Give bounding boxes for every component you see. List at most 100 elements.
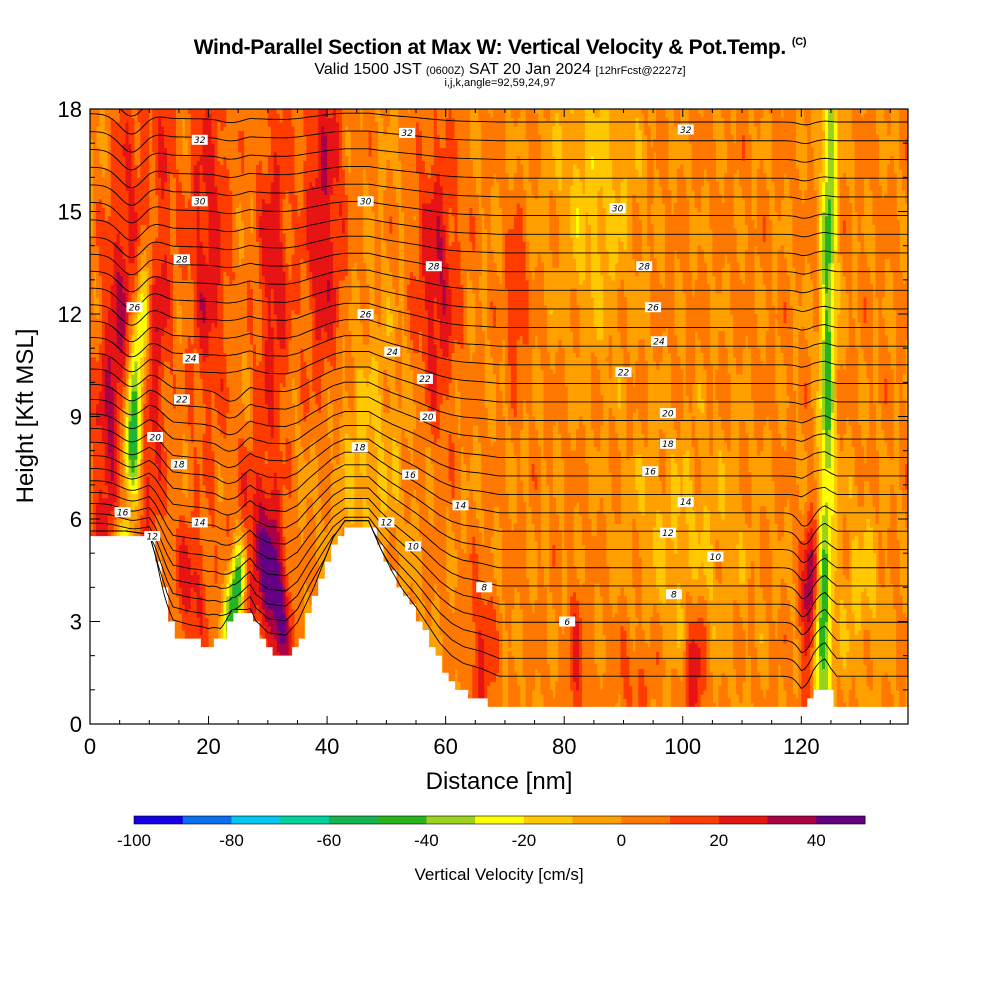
- velocity-cell: [869, 527, 874, 610]
- velocity-cell: [596, 510, 601, 584]
- velocity-cell: [143, 296, 147, 332]
- velocity-cell: [528, 271, 533, 507]
- colorbar-tick-label: 40: [807, 831, 826, 850]
- velocity-cell: [676, 168, 681, 260]
- velocity-cell: [261, 506, 266, 529]
- velocity-cell: [617, 595, 622, 695]
- velocity-cell: [555, 514, 559, 623]
- theta-contour-label: 32: [399, 127, 416, 139]
- velocity-cell: [875, 450, 879, 524]
- velocity-cell: [765, 689, 770, 724]
- velocity-cell: [525, 109, 530, 140]
- velocity-cell: [451, 497, 456, 533]
- velocity-cell: [128, 143, 133, 264]
- theta-contour-label: 32: [191, 134, 208, 146]
- velocity-cell: [92, 314, 97, 358]
- velocity-cell: [288, 497, 293, 593]
- velocity-cell: [469, 160, 473, 208]
- colorbar-swatch: [816, 816, 866, 824]
- velocity-cell: [739, 109, 743, 187]
- velocity-cell: [576, 621, 580, 691]
- velocity-cell: [499, 612, 503, 724]
- velocity-cell: [596, 117, 601, 191]
- velocity-cell: [253, 493, 257, 614]
- velocity-cell: [813, 553, 817, 584]
- velocity-cell: [205, 617, 210, 661]
- velocity-cell: [416, 352, 420, 503]
- velocity-cell: [611, 190, 616, 281]
- velocity-cell: [881, 198, 885, 298]
- velocity-cell: [279, 382, 284, 452]
- velocity-cell: [822, 668, 826, 704]
- velocity-cell: [279, 348, 284, 383]
- velocity-cell: [650, 224, 654, 336]
- velocity-cell: [300, 348, 304, 405]
- velocity-cell: [475, 194, 479, 426]
- velocity-cell: [866, 519, 871, 597]
- velocity-cell: [205, 356, 210, 499]
- velocity-cell: [101, 177, 106, 208]
- velocity-cell: [220, 109, 224, 131]
- velocity-cell: [448, 245, 453, 289]
- velocity-cell: [335, 121, 340, 183]
- velocity-cell: [605, 109, 610, 251]
- velocity-cell: [573, 450, 577, 507]
- theta-contour-line: [90, 335, 908, 368]
- velocity-cell: [798, 510, 802, 541]
- velocity-cell: [635, 117, 639, 170]
- velocity-cell: [700, 249, 705, 354]
- velocity-cell: [496, 672, 500, 724]
- velocity-cell: [282, 271, 287, 349]
- colorbar-tick-label: -100: [117, 831, 151, 850]
- velocity-cell: [721, 463, 725, 520]
- velocity-cell: [178, 612, 183, 648]
- velocity-cell: [531, 463, 536, 482]
- velocity-cell: [504, 173, 509, 234]
- velocity-cell: [804, 655, 808, 724]
- velocity-cell: [842, 220, 847, 234]
- velocity-cell: [715, 181, 719, 294]
- velocity-cell: [670, 454, 675, 541]
- velocity-cell: [516, 685, 521, 724]
- velocity-cell: [401, 109, 405, 213]
- velocity-cell: [217, 284, 221, 426]
- velocity-cell: [247, 109, 251, 281]
- velocity-cell: [744, 433, 749, 524]
- velocity-cell: [496, 595, 500, 631]
- velocity-cell: [445, 591, 450, 708]
- velocity-cell: [653, 138, 657, 153]
- velocity-cell: [270, 544, 275, 610]
- velocity-cell: [167, 318, 171, 362]
- velocity-cell: [368, 373, 373, 413]
- velocity-cell: [475, 553, 479, 724]
- velocity-cell: [134, 339, 139, 362]
- velocity-cell: [273, 638, 278, 665]
- velocity-cell: [282, 536, 287, 567]
- velocity-cell: [866, 109, 871, 178]
- velocity-cell: [439, 284, 444, 349]
- velocity-cell: [579, 587, 583, 618]
- velocity-cell: [676, 109, 681, 131]
- velocity-cell: [635, 360, 639, 409]
- velocity-cell: [122, 527, 127, 537]
- velocity-cell: [140, 292, 144, 358]
- velocity-cell: [700, 117, 705, 187]
- velocity-cell: [534, 429, 539, 477]
- velocity-cell: [294, 454, 299, 712]
- velocity-cell: [825, 501, 829, 554]
- velocity-cell: [830, 109, 835, 264]
- velocity-cell: [327, 360, 331, 388]
- velocity-cell: [92, 356, 97, 618]
- velocity-cell: [768, 220, 773, 430]
- velocity-cell: [427, 523, 432, 627]
- velocity-cell: [694, 642, 699, 704]
- velocity-cell: [413, 220, 417, 277]
- velocity-cell: [104, 416, 109, 486]
- velocity-cell: [285, 190, 290, 264]
- theta-contour-label: 32: [677, 124, 694, 136]
- velocity-cell: [155, 194, 159, 238]
- velocity-cell: [635, 625, 639, 724]
- velocity-cell: [347, 109, 352, 131]
- svg-text:24: 24: [185, 355, 197, 365]
